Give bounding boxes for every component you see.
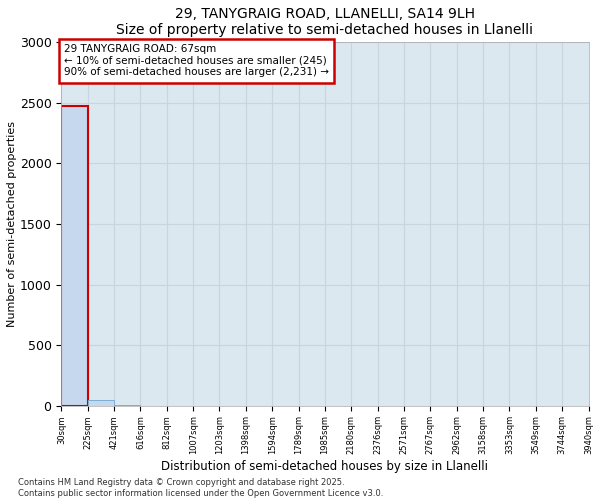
Text: 29 TANYGRAIG ROAD: 67sqm
← 10% of semi-detached houses are smaller (245)
90% of : 29 TANYGRAIG ROAD: 67sqm ← 10% of semi-d… <box>64 44 329 78</box>
Title: 29, TANYGRAIG ROAD, LLANELLI, SA14 9LH
Size of property relative to semi-detache: 29, TANYGRAIG ROAD, LLANELLI, SA14 9LH S… <box>116 7 533 37</box>
Text: Contains HM Land Registry data © Crown copyright and database right 2025.
Contai: Contains HM Land Registry data © Crown c… <box>18 478 383 498</box>
Bar <box>88 400 114 406</box>
Bar <box>61 106 88 406</box>
X-axis label: Distribution of semi-detached houses by size in Llanelli: Distribution of semi-detached houses by … <box>161 460 488 473</box>
Y-axis label: Number of semi-detached properties: Number of semi-detached properties <box>7 121 17 327</box>
